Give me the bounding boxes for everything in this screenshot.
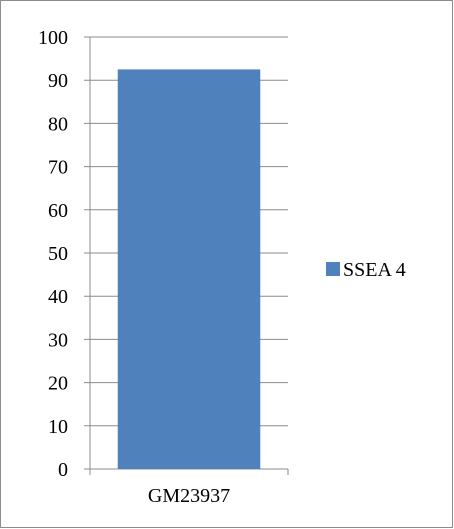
y-tick-label: 50 <box>48 243 68 265</box>
y-tick-label: 10 <box>48 416 68 438</box>
y-tick-labels: 0 10 20 30 40 50 60 70 80 90 100 <box>38 27 68 481</box>
bar <box>117 69 261 470</box>
legend-label: SSEA 4 <box>343 259 406 281</box>
y-tick-label: 60 <box>48 200 68 222</box>
y-tick-label: 30 <box>48 329 68 351</box>
y-tick-label: 40 <box>48 286 68 308</box>
category-labels: GM23937 <box>148 485 230 507</box>
legend: SSEA 4 <box>326 259 406 281</box>
y-tick-label: 0 <box>58 459 68 481</box>
bars <box>117 69 261 470</box>
y-tick-label: 90 <box>48 70 68 92</box>
legend-swatch <box>326 262 340 276</box>
y-tick-label: 20 <box>48 373 68 395</box>
y-tick-label: 80 <box>48 113 68 135</box>
y-tick-label: 100 <box>38 27 68 49</box>
y-tick-label: 70 <box>48 157 68 179</box>
x-category-label: GM23937 <box>148 485 230 507</box>
